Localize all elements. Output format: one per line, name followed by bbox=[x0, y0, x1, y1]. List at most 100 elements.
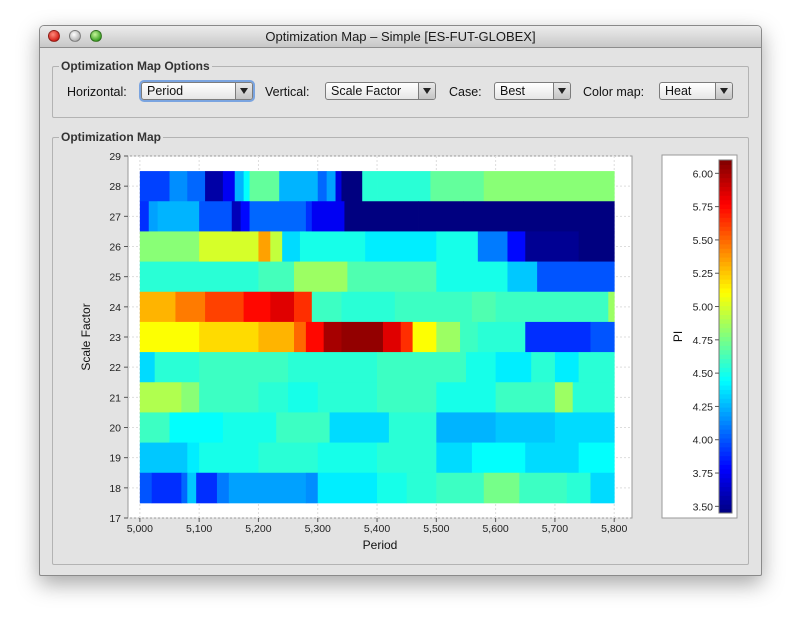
heatmap-cell bbox=[311, 201, 345, 232]
heatmap-cell bbox=[139, 472, 153, 504]
colorbar-gradient-step bbox=[719, 279, 732, 285]
heatmap-cell bbox=[258, 321, 295, 353]
chevron-down-icon bbox=[715, 83, 732, 99]
heatmap-cell bbox=[495, 382, 556, 413]
colorbar-gradient-step bbox=[719, 283, 732, 289]
colorbar-gradient-step bbox=[719, 226, 732, 232]
heatmap-cell bbox=[495, 291, 609, 323]
heatmap-cell bbox=[377, 352, 467, 383]
heatmap-cell bbox=[519, 472, 568, 504]
colorbar-gradient-step bbox=[719, 385, 732, 390]
colorbar-gradient-step bbox=[719, 252, 732, 258]
colorbar-gradient-step bbox=[719, 217, 732, 223]
y-tick-label: 22 bbox=[109, 362, 121, 374]
colorbar-gradient-step bbox=[719, 455, 732, 461]
x-tick-label: 5,100 bbox=[186, 523, 212, 535]
heatmap-cell bbox=[139, 261, 259, 293]
heatmap-cell bbox=[412, 321, 437, 353]
x-tick-label: 5,400 bbox=[364, 523, 390, 535]
colorbar-gradient-step bbox=[719, 221, 732, 227]
heatmap-cell bbox=[181, 382, 200, 413]
heatmap-cell bbox=[377, 442, 437, 474]
heatmap-cell bbox=[258, 442, 319, 474]
colorbar-tick-label: 5.75 bbox=[693, 202, 714, 214]
heatmap-cell bbox=[436, 321, 461, 353]
colorbar-gradient-step bbox=[719, 362, 732, 368]
heatmap-cell bbox=[243, 171, 250, 202]
colorbar-gradient-step bbox=[719, 473, 732, 479]
heatmap-cell bbox=[222, 171, 236, 202]
x-axis-label: Period bbox=[363, 538, 398, 552]
y-tick-label: 28 bbox=[109, 181, 121, 193]
heatmap-cell bbox=[329, 412, 390, 443]
heatmap-cell bbox=[554, 412, 615, 443]
colorbar-gradient-step bbox=[719, 332, 732, 337]
heatmap-cell bbox=[199, 382, 259, 413]
heatmap-cell bbox=[525, 442, 580, 474]
chevron-down-icon bbox=[553, 83, 570, 99]
heatmap-cell bbox=[294, 291, 313, 323]
chevron-down-icon bbox=[418, 83, 435, 99]
heatmap-cell bbox=[199, 171, 206, 202]
colorbar-gradient-step bbox=[719, 248, 732, 254]
close-window-button[interactable] bbox=[48, 30, 60, 42]
heatmap-cell bbox=[460, 321, 479, 353]
colorbar-gradient-step bbox=[719, 190, 732, 196]
heatmap-cell bbox=[151, 472, 182, 504]
heatmap-cell bbox=[323, 321, 342, 353]
heatmap-cell bbox=[471, 442, 526, 474]
colorbar-gradient-step bbox=[719, 429, 732, 435]
heatmap-cell bbox=[305, 201, 313, 232]
heatmap-cell bbox=[495, 352, 532, 383]
colorbar-gradient-step bbox=[719, 433, 732, 439]
heatmap-cell bbox=[578, 442, 615, 474]
heatmap-cell bbox=[199, 231, 259, 262]
heatmap-cell bbox=[139, 171, 170, 202]
y-tick-label: 19 bbox=[109, 453, 121, 465]
colorbar-gradient-step bbox=[719, 243, 732, 249]
x-tick-label: 5,700 bbox=[542, 523, 568, 535]
horizontal-select[interactable]: Period bbox=[141, 82, 253, 100]
heatmap-cell bbox=[311, 291, 342, 323]
heatmap-cell bbox=[344, 201, 419, 232]
case-select[interactable]: Best bbox=[494, 82, 571, 100]
heatmap-cell bbox=[205, 291, 245, 323]
heatmap-cell bbox=[279, 171, 319, 202]
heatmap-cell bbox=[139, 231, 200, 262]
heatmap-cell bbox=[590, 321, 615, 353]
heatmap-cell bbox=[305, 321, 325, 353]
vertical-select[interactable]: Scale Factor bbox=[325, 82, 436, 100]
heatmap-cell bbox=[471, 291, 497, 323]
heatmap-cell bbox=[477, 231, 508, 262]
colorbar-gradient-step bbox=[719, 464, 732, 470]
heatmap-cell bbox=[139, 382, 182, 413]
heatmap-cell bbox=[270, 291, 295, 323]
colorbar-gradient-step bbox=[719, 199, 732, 205]
zoom-window-button[interactable] bbox=[90, 30, 102, 42]
heatmap-cell bbox=[199, 321, 259, 353]
options-panel: Optimization Map Options Horizontal: Per… bbox=[52, 59, 749, 118]
colorbar-gradient-step bbox=[719, 323, 732, 329]
colorbar-gradient-step bbox=[719, 173, 732, 179]
heatmap-cell bbox=[199, 352, 289, 383]
heatmap-cell bbox=[317, 171, 328, 202]
heatmap-cell bbox=[249, 201, 307, 232]
colorbar-frame bbox=[718, 159, 733, 514]
colorbar-gradient-step bbox=[719, 349, 732, 355]
colormap-select[interactable]: Heat bbox=[659, 82, 733, 100]
colorbar-tick-label: 6.00 bbox=[693, 168, 714, 180]
colorbar-tick-label: 4.75 bbox=[693, 335, 714, 347]
title-bar[interactable]: Optimization Map – Simple [ES-FUT-GLOBEX… bbox=[40, 26, 761, 48]
minimize-window-button[interactable] bbox=[69, 30, 81, 42]
heatmap-cell bbox=[199, 442, 259, 474]
heatmap-cell bbox=[139, 201, 150, 232]
heatmap-cell bbox=[347, 261, 437, 293]
heatmap-cell bbox=[554, 382, 574, 413]
x-tick-label: 5,600 bbox=[482, 523, 508, 535]
heatmap-cell bbox=[608, 291, 615, 323]
heatmap-cell bbox=[139, 442, 188, 474]
heatmap-cell bbox=[249, 171, 280, 202]
heatmap-cell bbox=[169, 412, 224, 443]
colorbar-tick-label: 3.75 bbox=[693, 468, 714, 480]
y-tick-label: 25 bbox=[109, 272, 121, 284]
